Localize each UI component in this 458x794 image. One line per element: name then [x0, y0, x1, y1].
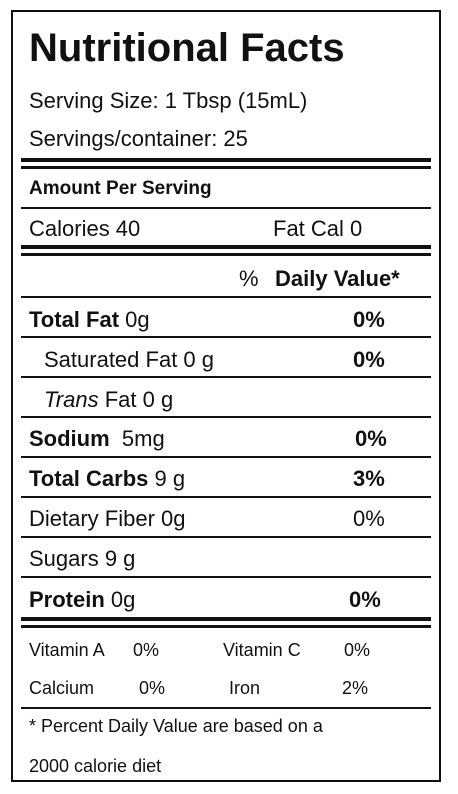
- calcium-value: 0%: [139, 678, 166, 698]
- total-carbs-dv: 3%: [353, 466, 385, 491]
- vitamin-a-label: Vitamin A: [29, 640, 105, 660]
- sodium-amount: 5mg: [121, 426, 165, 451]
- label-title: Nutritional Facts: [29, 26, 345, 70]
- footnote-line-2: 2000 calorie diet: [29, 756, 162, 776]
- total-fat-row: Total Fat 0g: [29, 307, 150, 333]
- total-fat-dv: 0%: [353, 307, 385, 332]
- divider: [21, 536, 431, 538]
- divider: [21, 496, 431, 498]
- daily-value-header: Daily Value*: [275, 266, 400, 291]
- divider-thick: [21, 158, 431, 162]
- dietary-fiber-label: Dietary Fiber 0g: [29, 506, 186, 531]
- divider-thick: [21, 245, 431, 249]
- iron-label: Iron: [229, 678, 261, 698]
- nutrition-facts-label: Nutritional Facts Serving Size: 1 Tbsp (…: [11, 10, 441, 782]
- trans-fat-amount: Fat 0 g: [104, 387, 174, 412]
- amount-per-serving-heading: Amount Per Serving: [29, 178, 212, 199]
- divider: [21, 707, 431, 709]
- total-fat-amount: 0g: [125, 307, 150, 332]
- divider: [21, 416, 431, 418]
- divider-thick: [21, 166, 431, 169]
- calories: Calories 40: [29, 216, 141, 241]
- total-fat-label: Total Fat: [29, 307, 120, 332]
- serving-size: Serving Size: 1 Tbsp (15mL): [29, 88, 308, 113]
- calcium-label: Calcium: [29, 678, 95, 698]
- sugars-label: Sugars 9 g: [29, 546, 136, 571]
- vitamin-a-value: 0%: [133, 640, 160, 660]
- divider: [21, 576, 431, 578]
- protein-amount: 0g: [110, 587, 136, 612]
- footnote-line-1: * Percent Daily Value are based on a: [29, 716, 323, 736]
- sodium-dv: 0%: [355, 426, 387, 451]
- divider-thick: [21, 625, 431, 628]
- total-carbs-label: Total Carbs: [29, 466, 149, 491]
- divider-thick: [21, 253, 431, 256]
- total-carbs-row: Total Carbs 9 g: [29, 466, 185, 492]
- trans-fat-italic-label: Trans: [44, 387, 99, 412]
- divider: [21, 207, 431, 209]
- saturated-fat-label: Saturated Fat 0 g: [44, 347, 214, 372]
- dietary-fiber-dv: 0%: [353, 506, 385, 531]
- trans-fat-row: Trans Fat 0 g: [44, 387, 173, 413]
- fat-calories: Fat Cal 0: [273, 216, 363, 241]
- divider: [21, 376, 431, 378]
- protein-dv: 0%: [349, 587, 381, 612]
- saturated-fat-dv: 0%: [353, 347, 385, 372]
- servings-per-container: Servings/container: 25: [29, 126, 248, 151]
- vitamin-c-value: 0%: [344, 640, 371, 660]
- sodium-row: Sodium 5mg: [29, 426, 165, 452]
- protein-row: Protein 0g: [29, 587, 135, 613]
- divider-thick: [21, 617, 431, 621]
- vitamin-c-label: Vitamin C: [223, 640, 301, 660]
- total-carbs-amount: 9 g: [154, 466, 186, 491]
- divider: [21, 456, 431, 458]
- divider: [21, 296, 431, 298]
- divider: [21, 336, 431, 338]
- sodium-label: Sodium: [29, 426, 110, 451]
- daily-value-percent-symbol: %: [239, 266, 259, 291]
- protein-label: Protein: [29, 587, 105, 612]
- iron-value: 2%: [342, 678, 369, 698]
